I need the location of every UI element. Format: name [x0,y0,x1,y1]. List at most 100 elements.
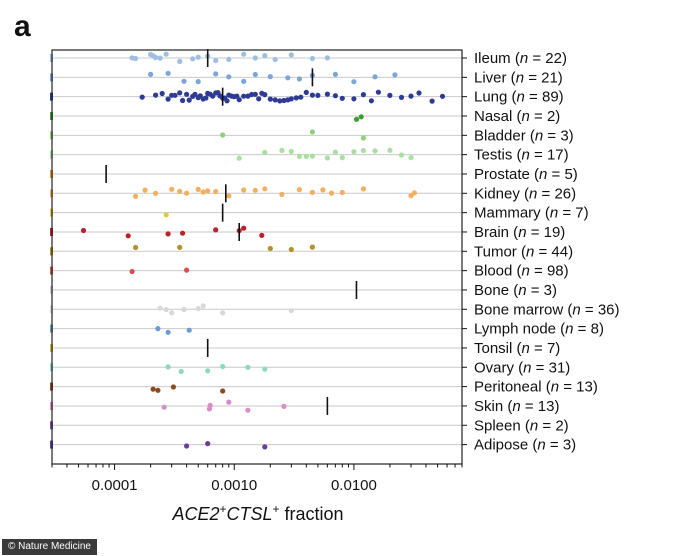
data-point [339,189,345,196]
data-point [155,326,161,332]
data-point [252,187,258,193]
data-point [165,329,171,335]
row-label-name: Kidney ( [474,185,529,202]
row-label-name: Bladder ( [474,127,535,144]
row-label-name: Tumor ( [474,243,526,260]
row-label-count: = 8) [574,321,604,338]
row-label: Nasal (n = 2) [474,108,560,125]
data-point [200,189,206,195]
row-label-n: n [535,127,543,144]
data-point [293,95,299,101]
data-point [324,55,330,61]
data-point [288,246,294,253]
row-label-count: = 3) [546,437,576,454]
row-label: Testis (n = 17) [474,147,569,164]
row-label-name: Testis ( [474,147,522,164]
data-point [184,91,190,97]
data-point [241,93,247,99]
row-label: Blood (n = 98) [474,263,569,280]
data-point [315,92,321,98]
data-point [180,230,186,236]
row-label: Tumor (n = 44) [474,243,573,260]
plot-frame [51,49,463,465]
row-label-n: n [530,417,538,434]
data-point [192,91,198,97]
data-point [285,75,291,81]
data-point [220,132,226,138]
row-label-count: = 98) [530,263,569,280]
data-point [281,97,287,104]
row-label-n: n [522,340,530,357]
row-label-n: n [523,359,531,376]
data-point [220,363,226,370]
data-point [195,186,201,192]
data-point [408,155,414,161]
data-point [169,186,175,192]
row-label-name: Adipose ( [474,437,537,454]
row-label-n: n [537,437,545,454]
row-label: Bone (n = 3) [474,282,557,299]
data-point [339,155,345,161]
row-label: Peritoneal (n = 13) [474,379,598,396]
data-point [226,399,232,405]
data-point [169,310,175,316]
row-label-count: = 36) [581,301,620,318]
data-point [262,444,268,450]
row-label-n: n [516,69,524,86]
row-label-n: n [522,263,530,280]
points-layer [50,51,446,450]
data-point [392,72,398,78]
data-point [303,89,309,95]
data-point [180,97,186,104]
row-label-n: n [539,166,547,183]
data-point [163,212,169,218]
row-label-name: Lymph node ( [474,321,565,338]
x-tick-label: 0.0100 [331,477,377,494]
data-point [309,55,315,62]
data-point [387,92,393,98]
data-point [328,190,335,196]
data-point [358,114,364,120]
data-point [372,74,378,80]
data-point [190,56,196,62]
data-point [150,386,156,392]
data-point [203,95,209,101]
row-label: Mammary (n = 7) [474,205,589,222]
row-label-name: Mammary ( [474,205,550,222]
data-point [163,307,169,313]
data-point [133,55,139,62]
data-point [142,187,148,193]
data-point [262,186,268,192]
data-point [224,98,230,104]
data-point [408,93,414,99]
data-point [177,244,183,250]
data-point [241,78,247,84]
row-label: Bladder (n = 3) [474,127,574,144]
data-point [309,129,315,135]
data-point [165,231,171,237]
row-label-n: n [529,185,537,202]
data-point [324,91,330,97]
x-axis-title-part: fraction [280,504,344,524]
data-point [262,92,268,98]
row-label: Bone marrow (n = 36) [474,301,620,318]
row-label-name: Ileum ( [474,50,520,67]
data-point [133,244,139,251]
data-point [220,388,226,394]
data-point [205,188,211,194]
data-point [220,310,226,316]
data-point [177,90,183,96]
data-point [368,98,374,104]
row-label-count: = 5) [547,166,577,183]
data-point [226,193,232,199]
data-point [360,135,366,141]
data-point [296,153,302,160]
data-point [439,93,446,99]
data-point [200,303,206,309]
data-point [351,96,357,102]
data-point [279,191,285,197]
row-label-n: n [522,108,530,125]
data-point [186,327,192,333]
row-label-name: Bone marrow ( [474,301,572,318]
data-point [226,56,232,63]
